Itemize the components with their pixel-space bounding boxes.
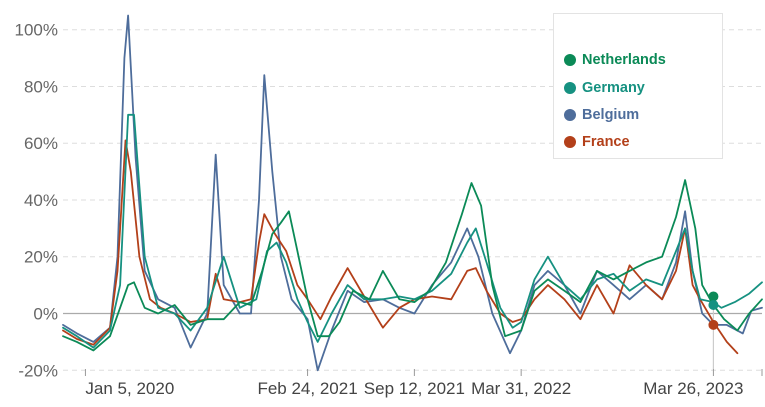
x-axis-tick-labels: Jan 5, 2020 Feb 24, 2021 Sep 12, 2021 Mar 3… [84, 369, 763, 398]
x-tick-label: Mar 31, 2022 [471, 379, 571, 398]
x-tick-label: Feb 24, 2021 [257, 379, 357, 398]
legend-dot-netherlands [564, 54, 576, 66]
y-tick-label: 100% [15, 21, 58, 40]
series-lines [62, 14, 763, 372]
series-line-germany [62, 113, 763, 349]
series-line-netherlands [62, 179, 763, 352]
series-line-france [62, 139, 739, 355]
y-tick-label: -20% [18, 361, 58, 380]
marker-netherlands [708, 291, 719, 302]
legend-item-germany[interactable]: Germany [564, 80, 645, 96]
x-tick-label: Mar 26, 2023 [643, 379, 743, 398]
y-tick-label: 40% [24, 191, 58, 210]
legend-label: France [582, 134, 630, 150]
legend-item-france[interactable]: France [564, 134, 630, 150]
legend-item-netherlands[interactable]: Netherlands [564, 52, 666, 68]
marker-france [708, 319, 719, 330]
legend-dot-france [564, 136, 576, 148]
legend-label: Belgium [582, 107, 640, 123]
hover-markers [708, 291, 719, 369]
x-tick-label: Sep 12, 2021 [364, 379, 465, 398]
legend-label: Netherlands [582, 52, 666, 68]
legend: Netherlands Germany Belgium France [553, 13, 723, 159]
y-tick-label: 20% [24, 248, 58, 267]
y-tick-label: 80% [24, 77, 58, 96]
y-axis-tick-labels: 100% 80% 60% 40% 20% 0% -20% [15, 21, 58, 381]
x-tick-label: Jan 5, 2020 [85, 379, 174, 398]
y-tick-label: 0% [33, 305, 58, 324]
legend-item-belgium[interactable]: Belgium [564, 107, 639, 123]
legend-label: Germany [582, 80, 645, 96]
legend-dot-belgium [564, 109, 576, 121]
y-tick-label: 60% [24, 134, 58, 153]
marker-germany [708, 299, 719, 310]
legend-dot-germany [564, 82, 576, 94]
